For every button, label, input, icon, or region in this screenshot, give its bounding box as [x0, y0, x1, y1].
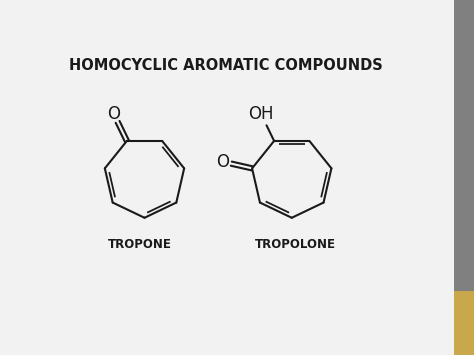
Text: TROPONE: TROPONE [108, 238, 172, 251]
Text: O: O [217, 153, 229, 171]
Text: TROPOLONE: TROPOLONE [255, 238, 336, 251]
Text: HOMOCYCLIC AROMATIC COMPOUNDS: HOMOCYCLIC AROMATIC COMPOUNDS [69, 58, 383, 73]
Text: O: O [108, 105, 120, 123]
Text: OH: OH [248, 105, 274, 123]
